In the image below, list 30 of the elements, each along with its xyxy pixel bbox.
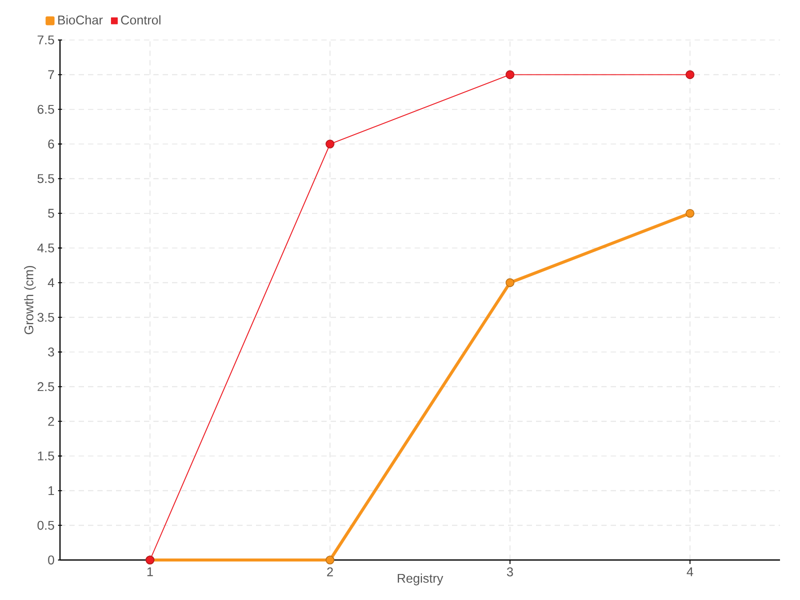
y-tick-label: 7	[48, 70, 54, 80]
legend-label: BioChar	[58, 15, 103, 25]
x-tick-label: 2	[327, 567, 333, 576]
x-tick-label: 4	[686, 567, 694, 576]
y-tick-label: 7.5	[38, 36, 54, 44]
point	[506, 278, 514, 288]
y-tick-label: 0.5	[38, 520, 54, 530]
y-tick-label: 4.5	[37, 244, 54, 252]
y-tick-label: 1.5	[38, 452, 54, 460]
point	[326, 556, 334, 564]
y-tick-label: 2	[48, 416, 54, 426]
point	[686, 208, 694, 218]
y-tick-label: 5.5	[38, 174, 54, 184]
y-tick-label: 3	[48, 348, 54, 356]
y-axis-title: Growth (cm)	[24, 266, 36, 334]
y-tick-label: 4	[48, 278, 54, 288]
point	[686, 70, 694, 80]
y-tick-label: 1	[48, 486, 54, 496]
point	[506, 70, 514, 80]
y-tick-label: 2.5	[38, 382, 54, 392]
x-axis-title: Registry	[398, 574, 444, 586]
y-tick-label: 5	[48, 208, 54, 218]
legend-label: Control	[121, 15, 160, 25]
y-tick-label: 3.5	[37, 312, 54, 322]
x-tick-label: 3	[506, 567, 513, 576]
y-tick-label: 0	[48, 556, 54, 564]
point	[326, 140, 334, 148]
y-tick-label: 6.5	[38, 104, 54, 114]
x-tick-label: 1	[147, 567, 153, 576]
y-tick-label: 6	[48, 140, 54, 148]
